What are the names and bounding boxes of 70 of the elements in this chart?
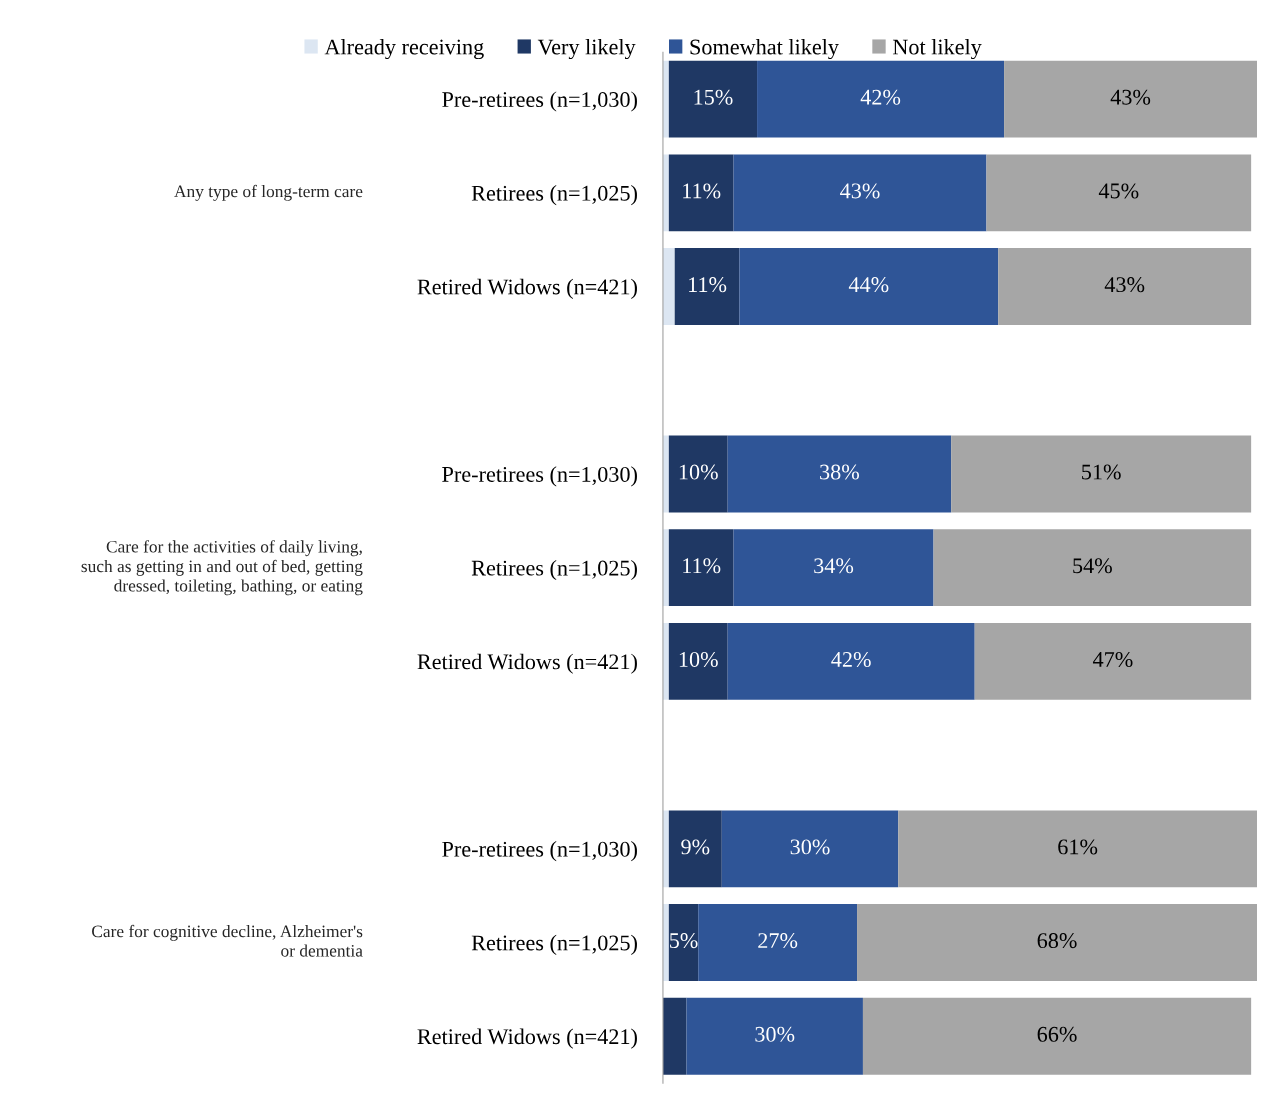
y-tick-label: Pre-retirees (n=1,030)	[442, 466, 637, 487]
data-label: 38%	[820, 464, 860, 480]
y-tick-label: Retired Widows (n=421)	[417, 1028, 637, 1049]
y-tick-label: Retirees (n=1,025)	[471, 185, 637, 206]
y-tick-label: Retirees (n=1,025)	[471, 934, 637, 955]
data-label: 30%	[755, 1026, 795, 1042]
data-label: 30%	[790, 839, 830, 855]
data-label: 43%	[840, 183, 880, 199]
bar	[898, 810, 1258, 888]
data-label: 42%	[860, 89, 901, 105]
bar	[739, 248, 999, 325]
bar	[668, 435, 728, 513]
y-tick-label: Retired Widows (n=421)	[417, 653, 637, 674]
data-label: 47%	[1092, 651, 1133, 668]
y-tick-label: Retired Widows (n=421)	[417, 278, 637, 299]
bar	[668, 529, 734, 607]
data-label: 66%	[1037, 1026, 1077, 1042]
bar	[674, 248, 740, 325]
text: Any type of long-term care	[174, 184, 363, 201]
bar	[998, 248, 1252, 325]
bar	[727, 435, 952, 513]
bar	[686, 997, 863, 1075]
data-label: 10%	[679, 464, 718, 480]
bar	[668, 60, 758, 138]
data-label: 42%	[831, 651, 871, 668]
bar	[698, 904, 858, 981]
bar	[951, 435, 1252, 513]
data-label: 43%	[1110, 89, 1151, 105]
bar	[668, 622, 728, 700]
data-label: 5%	[670, 933, 698, 949]
bar	[933, 529, 1252, 607]
bar	[1004, 60, 1258, 138]
bar	[862, 997, 1252, 1075]
data-label: 43%	[1104, 277, 1145, 293]
data-label: 54%	[1073, 558, 1112, 574]
data-label: 44%	[848, 277, 889, 293]
data-label: 11%	[689, 277, 727, 293]
data-label: 11%	[683, 558, 721, 574]
data-label: 45%	[1098, 183, 1139, 199]
bar	[757, 60, 1005, 138]
y-tick-label: Pre-retirees (n=1,030)	[442, 91, 637, 112]
bar	[733, 154, 987, 232]
bar	[857, 904, 1258, 981]
data-label: 68%	[1037, 933, 1077, 949]
bar	[668, 904, 699, 981]
data-label: 9%	[681, 839, 710, 855]
legend-label: Very likely	[537, 38, 636, 60]
bar	[986, 154, 1252, 232]
legend-label: Already receiving	[324, 38, 484, 60]
legend-label: Somewhat likely	[690, 38, 839, 60]
bar	[662, 997, 687, 1075]
bar	[668, 154, 734, 232]
data-label: 11%	[683, 183, 721, 199]
text: Care for cognitive decline, Alzheimer's or dementia	[92, 924, 363, 957]
y-tick-label: Retirees (n=1,025)	[471, 559, 637, 581]
data-label: 27%	[758, 933, 798, 949]
bar	[974, 622, 1252, 700]
data-label: 51%	[1082, 464, 1121, 480]
bar	[727, 622, 975, 700]
bar	[668, 810, 722, 888]
bar	[721, 810, 899, 888]
data-label: 10%	[679, 651, 718, 668]
data-label: 15%	[694, 89, 733, 105]
bar	[662, 248, 675, 325]
y-tick-label: Pre-retirees (n=1,030)	[442, 841, 637, 862]
text: Care for the activities of daily living, such as getting in and out of bed, getting dressed, toileting, bathing, or eating	[81, 540, 363, 596]
data-label: 34%	[814, 558, 854, 574]
bar	[733, 529, 934, 607]
data-label: 61%	[1058, 839, 1098, 855]
legend-label: Not likely	[892, 38, 982, 60]
